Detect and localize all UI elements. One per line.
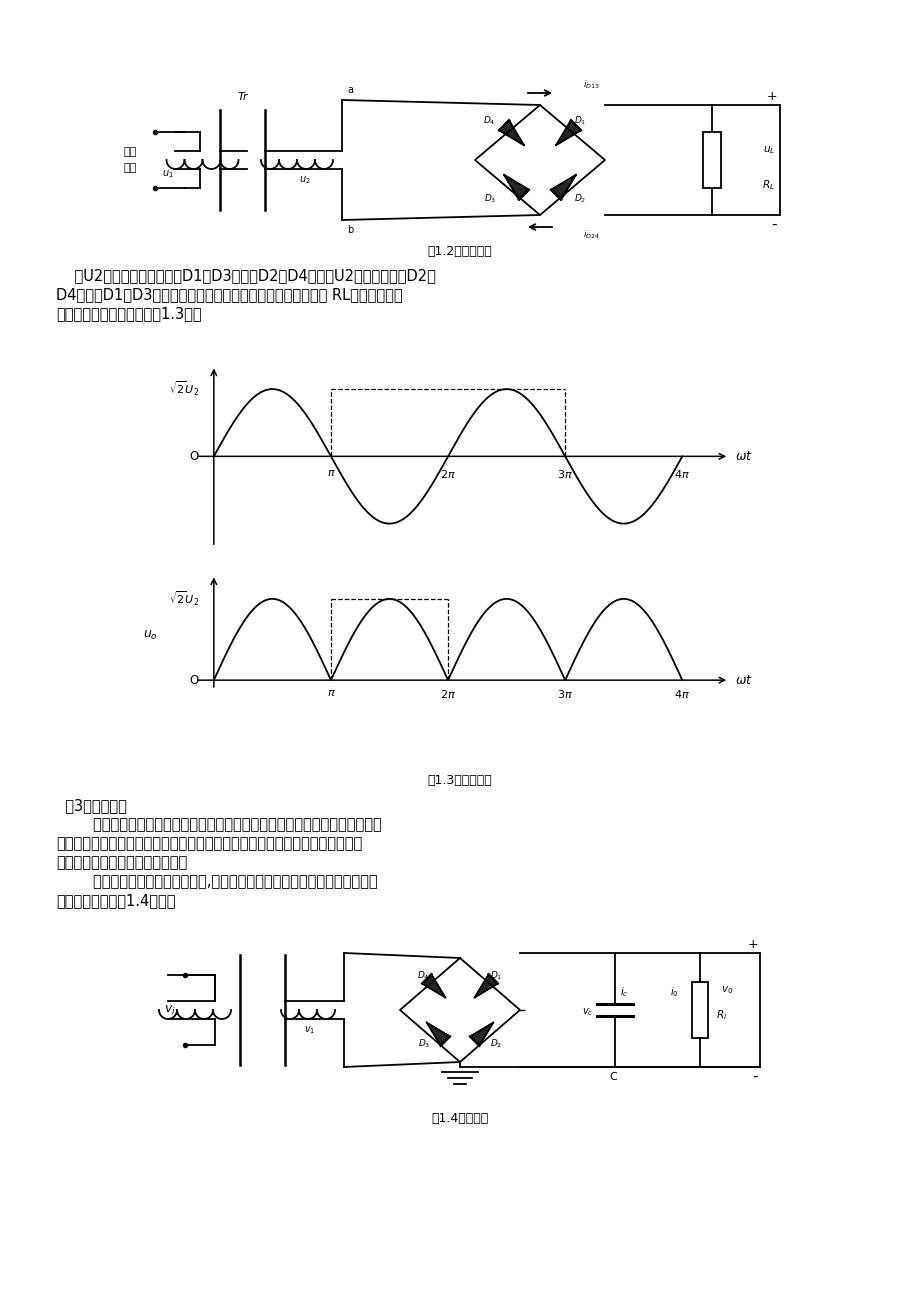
Text: 在U2的正半周内，二极管D1、D3导通，D2、D4截止；U2的负半周内，D2、: 在U2的正半周内，二极管D1、D3导通，D2、D4截止；U2的负半周内，D2、 [56, 268, 436, 283]
Text: D4导通，D1、D3截止。正负半周内部都有电流流过的负载电阻 RL，且方向是一: D4导通，D1、D3截止。正负半周内部都有电流流过的负载电阻 RL，且方向是一 [56, 286, 403, 302]
Text: 电网: 电网 [123, 147, 137, 158]
Text: 整流电路输出电压虽然是单一方向的，但是含有较大的交流成分，不能适应: 整流电路输出电压虽然是单一方向的，但是含有较大的交流成分，不能适应 [56, 816, 381, 832]
Text: $v_0$: $v_0$ [720, 984, 732, 996]
Text: $3\pi$: $3\pi$ [557, 689, 573, 700]
Text: 致的。电路的输出波形如图1.3所示: 致的。电路的输出波形如图1.3所示 [56, 306, 201, 322]
Text: $v_1$: $v_1$ [304, 1025, 315, 1036]
Text: Tr: Tr [237, 92, 247, 102]
Text: 容滤波电路，如图1.4所示。: 容滤波电路，如图1.4所示。 [56, 893, 176, 907]
Bar [703, 132, 720, 187]
Text: O: O [189, 450, 199, 462]
Polygon shape [426, 1022, 449, 1046]
Text: $u_1$: $u_1$ [162, 168, 174, 180]
Text: -: - [771, 217, 777, 232]
Text: $D_2$: $D_2$ [490, 1038, 502, 1051]
Text: $R_i$: $R_i$ [715, 1008, 726, 1022]
Text: 图1.4滤波电路: 图1.4滤波电路 [431, 1112, 488, 1125]
Text: $D_3$: $D_3$ [483, 193, 495, 206]
Text: 大多数电子电路及设备的需要。因此，一搬在整流后，还需利用滤波电路将脉动: 大多数电子电路及设备的需要。因此，一搬在整流后，还需利用滤波电路将脉动 [56, 836, 362, 852]
Text: $i_c$: $i_c$ [619, 986, 628, 999]
Text: （3）滤波电路: （3）滤波电路 [56, 798, 127, 812]
Text: C: C [608, 1072, 617, 1082]
Polygon shape [470, 1022, 493, 1046]
Polygon shape [550, 174, 575, 199]
Text: $\omega t$: $\omega t$ [734, 450, 752, 462]
Text: $3\pi$: $3\pi$ [557, 469, 573, 480]
Text: $2\pi$: $2\pi$ [439, 689, 456, 700]
Text: $v_c$: $v_c$ [581, 1006, 593, 1018]
Text: -: - [752, 1069, 757, 1085]
Text: b: b [346, 225, 353, 234]
Polygon shape [422, 974, 445, 997]
Text: $\pi$: $\pi$ [326, 689, 335, 698]
Text: $\sqrt{2}U_2$: $\sqrt{2}U_2$ [168, 590, 199, 608]
Text: $D_3$: $D_3$ [417, 1038, 429, 1051]
Text: a: a [346, 85, 353, 95]
Text: $\sqrt{2}U_2$: $\sqrt{2}U_2$ [168, 380, 199, 398]
Text: 图1.3输出波形图: 图1.3输出波形图 [427, 773, 492, 786]
Text: 电压: 电压 [123, 163, 137, 173]
Text: $D_2$: $D_2$ [573, 193, 585, 206]
Polygon shape [555, 120, 580, 145]
Text: $4\pi$: $4\pi$ [674, 689, 689, 700]
Text: $4\pi$: $4\pi$ [674, 469, 689, 480]
Text: $D_4$: $D_4$ [482, 115, 495, 128]
Text: $u_L$: $u_L$ [762, 145, 774, 156]
Text: $D_4$: $D_4$ [417, 970, 429, 982]
Polygon shape [504, 174, 528, 199]
Text: $u_2$: $u_2$ [299, 174, 311, 186]
Polygon shape [499, 120, 523, 145]
Text: $\omega t$: $\omega t$ [734, 673, 752, 686]
Text: $D_1$: $D_1$ [490, 970, 502, 982]
Text: $i_{D24}$: $i_{D24}$ [583, 229, 599, 241]
Text: 图1.2整流电路图: 图1.2整流电路图 [427, 245, 492, 258]
Text: $v_i$: $v_i$ [164, 1004, 176, 1017]
Text: $R_L$: $R_L$ [761, 178, 774, 191]
Text: $2\pi$: $2\pi$ [439, 469, 456, 480]
Polygon shape [474, 974, 497, 997]
Text: O: O [189, 673, 199, 686]
Text: +: + [766, 90, 777, 103]
Text: 的直流电压变为平滑的直流电压。: 的直流电压变为平滑的直流电压。 [56, 855, 187, 870]
Text: +: + [746, 937, 757, 950]
Text: $i_0$: $i_0$ [669, 986, 678, 999]
Text: $i_{D13}$: $i_{D13}$ [583, 78, 599, 91]
Text: $u_o$: $u_o$ [142, 629, 158, 642]
Text: 电容滤波是最常见的滤波电路,在整流电路的输出端并联一个电容即构成电: 电容滤波是最常见的滤波电路,在整流电路的输出端并联一个电容即构成电 [56, 874, 377, 889]
Text: $D_1$: $D_1$ [573, 115, 585, 128]
Text: $\pi$: $\pi$ [326, 469, 335, 478]
Bar [691, 982, 708, 1038]
